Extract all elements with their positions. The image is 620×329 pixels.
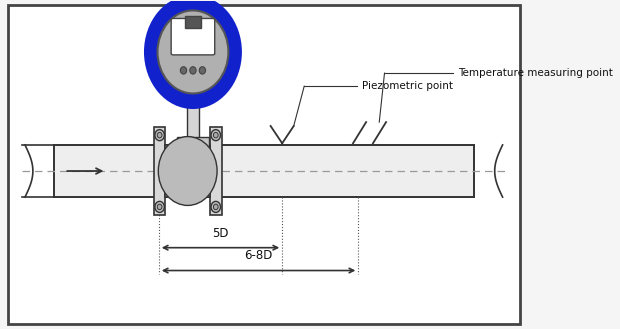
- Ellipse shape: [155, 201, 164, 213]
- Ellipse shape: [158, 137, 217, 205]
- Bar: [210, 127, 221, 215]
- Ellipse shape: [157, 204, 162, 210]
- Bar: [166, 145, 210, 197]
- Bar: [187, 77, 199, 145]
- Text: Temperature measuring point: Temperature measuring point: [458, 68, 613, 78]
- Bar: [177, 137, 209, 146]
- Text: 6-8D: 6-8D: [244, 249, 273, 262]
- Ellipse shape: [199, 67, 206, 74]
- FancyBboxPatch shape: [171, 18, 215, 55]
- Ellipse shape: [213, 204, 218, 210]
- Ellipse shape: [180, 67, 187, 74]
- Ellipse shape: [157, 132, 162, 138]
- Ellipse shape: [190, 67, 196, 74]
- Bar: [185, 16, 201, 28]
- Bar: [154, 127, 166, 215]
- Bar: [54, 145, 474, 197]
- Ellipse shape: [211, 130, 221, 141]
- Ellipse shape: [146, 0, 240, 107]
- Ellipse shape: [157, 11, 228, 93]
- Ellipse shape: [155, 130, 164, 141]
- Text: Piezometric point: Piezometric point: [362, 81, 453, 91]
- Text: 5D: 5D: [212, 227, 229, 240]
- Ellipse shape: [211, 201, 221, 213]
- Ellipse shape: [213, 132, 218, 138]
